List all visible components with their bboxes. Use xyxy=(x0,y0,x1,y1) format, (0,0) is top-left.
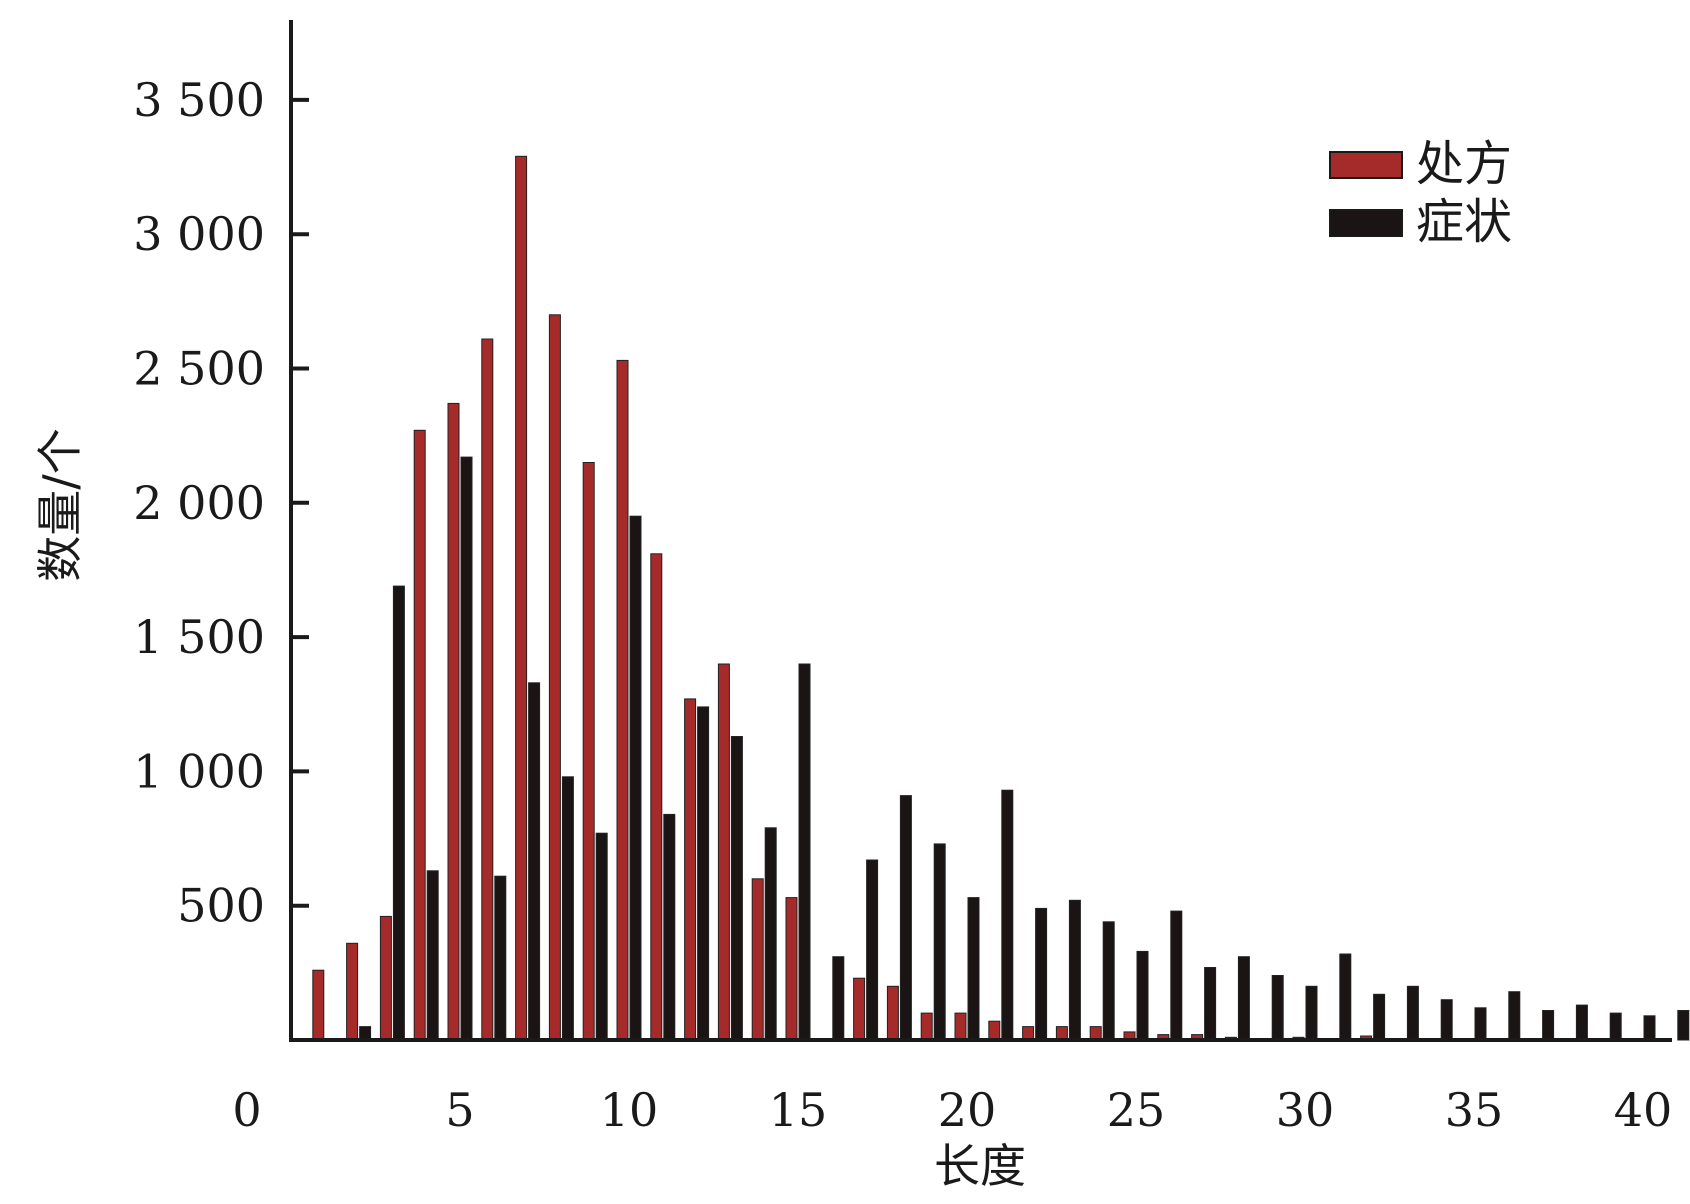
x-tick-label: 10 xyxy=(600,1083,659,1137)
y-tick-label: 2 000 xyxy=(133,476,265,530)
bar-symptom-6 xyxy=(494,875,507,1041)
bar-symptom-16 xyxy=(832,956,845,1041)
x-tick-label: 35 xyxy=(1445,1083,1504,1137)
bar-symptom-19 xyxy=(933,843,946,1041)
bar-prescription-9 xyxy=(582,462,595,1041)
bar-symptom-12 xyxy=(697,706,710,1041)
bar-symptom-24 xyxy=(1102,921,1115,1041)
bar-symptom-4 xyxy=(426,870,439,1041)
bar-prescription-15 xyxy=(785,897,798,1041)
bar-symptom-13 xyxy=(730,736,743,1041)
bar-prescription-5 xyxy=(447,402,460,1041)
bar-symptom-34 xyxy=(1440,999,1453,1041)
y-tick-label: 3 500 xyxy=(133,73,265,127)
bar-prescription-11 xyxy=(650,553,663,1041)
x-axis-title: 长度 xyxy=(934,1139,1026,1193)
bar-symptom-25 xyxy=(1136,950,1149,1041)
y-tick-label: 2 500 xyxy=(133,342,265,396)
y-ticks-group: 500 1 000 1 500 2 000 2 500 3 000 3 500 xyxy=(133,73,309,933)
bar-symptom-2 xyxy=(359,1026,372,1041)
bar-symptom-3 xyxy=(392,585,405,1041)
bar-prescription-4 xyxy=(413,429,426,1041)
bar-prescription-10 xyxy=(616,359,629,1041)
bar-symptom-33 xyxy=(1406,985,1419,1041)
bar-prescription-3 xyxy=(379,915,392,1041)
bar-prescription-20 xyxy=(954,1012,967,1041)
bar-symptom-11 xyxy=(663,813,676,1041)
bar-symptom-32 xyxy=(1373,993,1386,1041)
bar-prescription-7 xyxy=(515,155,528,1041)
legend-swatch-prescription xyxy=(1329,151,1403,179)
bar-symptom-36 xyxy=(1508,991,1521,1041)
bar-symptom-41 xyxy=(1677,1010,1690,1041)
bar-symptom-9 xyxy=(595,832,608,1041)
bar-symptom-5 xyxy=(460,456,473,1041)
x-tick-label: 20 xyxy=(938,1083,997,1137)
bar-symptom-39 xyxy=(1609,1012,1622,1041)
bar-symptom-29 xyxy=(1271,975,1284,1041)
bar-symptom-31 xyxy=(1339,953,1352,1041)
bar-prescription-24 xyxy=(1089,1026,1102,1041)
bars-group xyxy=(312,155,1690,1041)
bar-symptom-26 xyxy=(1170,910,1183,1041)
legend-label-symptom: 症状 xyxy=(1416,194,1512,250)
bar-prescription-19 xyxy=(920,1012,933,1041)
bar-prescription-2 xyxy=(346,942,359,1041)
bar-symptom-37 xyxy=(1542,1010,1555,1041)
x-tick-label: 40 xyxy=(1614,1083,1673,1137)
bar-symptom-17 xyxy=(866,859,879,1041)
x-ticks-group: 0 5 10 15 20 25 30 35 40 xyxy=(232,1083,1672,1137)
bar-prescription-17 xyxy=(853,977,866,1041)
x-tick-label: 15 xyxy=(769,1083,828,1137)
bar-prescription-22 xyxy=(1022,1026,1035,1041)
legend: 处方 症状 xyxy=(1329,136,1512,250)
x-tick-label: 0 xyxy=(232,1083,261,1137)
bar-symptom-10 xyxy=(629,515,642,1041)
bar-symptom-27 xyxy=(1204,967,1217,1041)
bar-prescription-8 xyxy=(548,314,561,1041)
bar-symptom-18 xyxy=(899,795,912,1041)
legend-label-prescription: 处方 xyxy=(1416,136,1512,192)
bar-symptom-20 xyxy=(967,897,980,1041)
bar-prescription-6 xyxy=(481,338,494,1041)
bar-prescription-18 xyxy=(886,985,899,1041)
y-tick-label: 1 000 xyxy=(133,744,265,798)
bar-symptom-7 xyxy=(528,682,541,1041)
bar-symptom-38 xyxy=(1575,1004,1588,1041)
bar-prescription-13 xyxy=(717,663,730,1041)
bar-symptom-14 xyxy=(764,827,777,1041)
bar-prescription-23 xyxy=(1055,1026,1068,1041)
y-tick-label: 1 500 xyxy=(133,610,265,664)
bar-symptom-21 xyxy=(1001,789,1014,1041)
bar-prescription-14 xyxy=(751,878,764,1041)
bar-prescription-12 xyxy=(684,698,697,1041)
legend-swatch-symptom xyxy=(1329,209,1403,237)
x-tick-label: 30 xyxy=(1276,1083,1335,1137)
bar-symptom-22 xyxy=(1035,907,1048,1041)
x-tick-label: 25 xyxy=(1107,1083,1166,1137)
y-tick-label: 500 xyxy=(177,879,265,933)
bar-symptom-28 xyxy=(1237,956,1250,1041)
bar-symptom-23 xyxy=(1068,899,1081,1041)
bar-symptom-35 xyxy=(1474,1007,1487,1041)
x-tick-label: 5 xyxy=(445,1083,474,1137)
bar-prescription-21 xyxy=(988,1020,1001,1041)
bar-symptom-8 xyxy=(561,776,574,1041)
bar-symptom-40 xyxy=(1643,1015,1656,1041)
bar-prescription-1 xyxy=(312,969,325,1041)
y-tick-label: 3 000 xyxy=(133,207,265,261)
y-axis-title: 数量/个 xyxy=(33,428,87,582)
bar-symptom-15 xyxy=(798,663,811,1041)
bar-symptom-30 xyxy=(1305,985,1318,1041)
